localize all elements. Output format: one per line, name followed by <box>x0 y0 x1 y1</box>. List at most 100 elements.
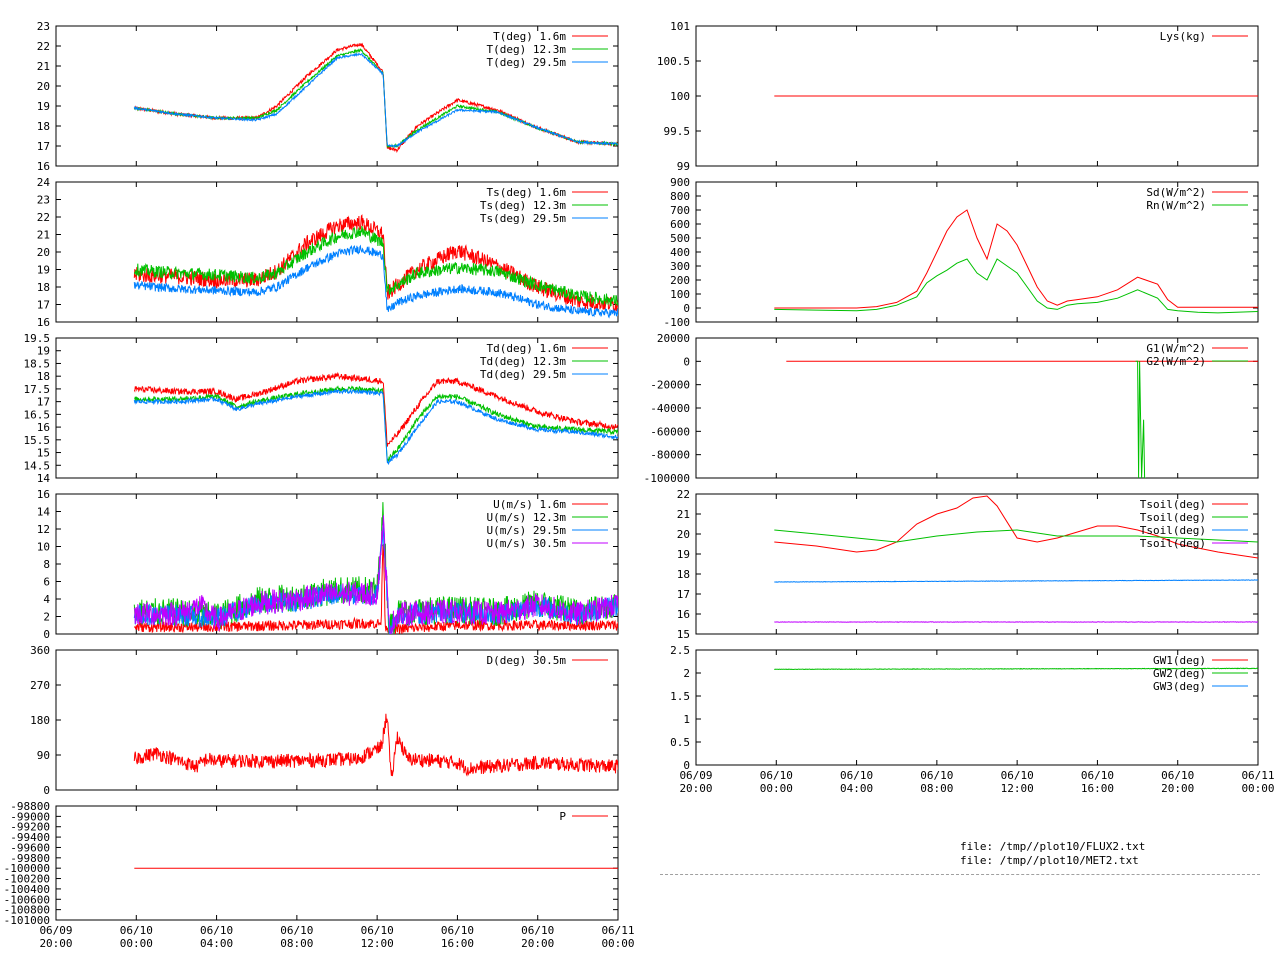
series-line <box>133 385 618 463</box>
legend-label: Td(deg) 29.5m <box>480 368 566 381</box>
series-line <box>133 214 618 313</box>
legend-label: Ts(deg) 1.6m <box>487 186 567 199</box>
y-tick-label: -80000 <box>650 449 690 462</box>
y-tick-label: 22 <box>677 488 690 501</box>
y-tick-label: 16 <box>37 488 50 501</box>
x-tick-label: 06/11 <box>1241 769 1274 782</box>
y-tick-label: -60000 <box>650 425 690 438</box>
y-tick-label: 19 <box>677 548 690 561</box>
y-tick-label: 22 <box>37 211 50 224</box>
y-tick-label: 16.5 <box>24 408 51 421</box>
legend-label: D(deg) 30.5m <box>487 654 567 667</box>
x-tick-label: 00:00 <box>760 782 793 795</box>
legend-label: Tsoil(deg) <box>1140 524 1206 537</box>
y-tick-label: -98800 <box>10 800 50 813</box>
y-tick-label: 23 <box>37 194 50 207</box>
x-tick-label: 06/09 <box>39 924 72 937</box>
y-tick-label: -101000 <box>4 914 50 927</box>
y-tick-label: 18 <box>677 568 690 581</box>
legend-label: Td(deg) 12.3m <box>480 355 566 368</box>
y-tick-label: 1 <box>683 713 690 726</box>
y-tick-label: 19 <box>37 345 50 358</box>
file-line-met: file: /tmp//plot10/MET2.txt <box>960 854 1139 867</box>
separator-line <box>660 874 1260 875</box>
y-tick-label: 18 <box>37 281 50 294</box>
y-tick-label: 17.5 <box>24 383 51 396</box>
y-tick-label: -100000 <box>4 862 50 875</box>
x-tick-label: 06/10 <box>840 769 873 782</box>
y-tick-label: 180 <box>30 714 50 727</box>
y-tick-label: 0 <box>43 628 50 641</box>
y-tick-label: -99800 <box>10 852 50 865</box>
x-tick-label: 00:00 <box>601 937 634 950</box>
y-tick-label: 2 <box>43 611 50 624</box>
y-tick-label: 14 <box>37 472 51 485</box>
y-tick-label: 19 <box>37 264 50 277</box>
y-tick-label: 16 <box>37 421 50 434</box>
x-tick-label: 20:00 <box>39 937 72 950</box>
file-info: file: /tmp//plot10/FLUX2.txt file: /tmp/… <box>960 840 1145 868</box>
legend-label: P <box>559 810 566 823</box>
legend-label: G1(W/m^2) <box>1146 342 1206 355</box>
y-tick-label: -99400 <box>10 831 50 844</box>
panel-temperature: 16 17 18 19 20 21 22 23 T(deg) 1.6mT(deg) 12.3mT… <box>37 20 619 173</box>
y-tick-label: 20 <box>37 246 50 259</box>
x-tick-label: 00:00 <box>120 937 153 950</box>
y-tick-label: 17 <box>677 588 690 601</box>
series-line <box>133 544 618 634</box>
y-tick-label: 12 <box>37 523 50 536</box>
series-line <box>774 579 1258 583</box>
y-tick-label: 23 <box>37 20 50 33</box>
y-tick-label: -99600 <box>10 841 50 854</box>
x-tick-label: 06/10 <box>441 924 474 937</box>
y-tick-label: 18 <box>37 370 50 383</box>
x-tick-label: 16:00 <box>441 937 474 950</box>
y-tick-label: -20000 <box>650 379 690 392</box>
legend-label: Tsoil(deg) <box>1140 537 1206 550</box>
panel-soil_temperature: 1516171819202122Tsoil(deg)Tsoil(deg)Tsoi… <box>677 488 1259 641</box>
y-tick-label: 600 <box>670 218 690 231</box>
y-tick-label: 200 <box>670 274 690 287</box>
legend-label: G2(W/m^2) <box>1146 355 1206 368</box>
x-tick-label: 06/10 <box>200 924 233 937</box>
y-tick-label: 21 <box>37 229 50 242</box>
file-line-flux: file: /tmp//plot10/FLUX2.txt <box>960 840 1146 853</box>
x-tick-label: 08:00 <box>920 782 953 795</box>
y-tick-label: 360 <box>30 644 50 657</box>
y-tick-label: 400 <box>670 246 690 259</box>
x-tick-label: 04:00 <box>200 937 233 950</box>
y-tick-label: 16 <box>677 608 690 621</box>
legend-label: Ts(deg) 12.3m <box>480 199 566 212</box>
y-tick-label: 700 <box>670 204 690 217</box>
x-tick-label: 06/10 <box>760 769 793 782</box>
y-tick-label: 100 <box>670 288 690 301</box>
y-tick-label: 0 <box>43 784 50 797</box>
legend-label: U(m/s) 30.5m <box>487 537 567 550</box>
legend-label: GW2(deg) <box>1153 667 1206 680</box>
y-tick-label: 17 <box>37 299 50 312</box>
panel-ground_water: 00.511.522.506/0920:0006/1000:0006/1004:… <box>670 644 1274 795</box>
y-tick-label: 16 <box>37 160 50 173</box>
y-tick-label: 17 <box>37 140 50 153</box>
y-tick-label: 6 <box>43 576 50 589</box>
panel-ground_heat_flux: -100000 -80000 -60000 -40000 -20000 0 20000 G1(… <box>644 332 1259 485</box>
y-tick-label: 18.5 <box>24 357 51 370</box>
y-tick-label: 22 <box>37 40 50 53</box>
y-tick-label: 4 <box>43 593 50 606</box>
x-tick-label: 20:00 <box>679 782 712 795</box>
panel-pressure: -101000-100800-100600-100400-100200-1000… <box>4 800 635 950</box>
y-tick-label: -100200 <box>4 873 50 886</box>
y-tick-label: 1.5 <box>670 690 690 703</box>
y-tick-label: 100.5 <box>657 55 690 68</box>
x-tick-label: 06/10 <box>120 924 153 937</box>
y-tick-label: 20 <box>37 80 50 93</box>
y-tick-label: 90 <box>37 749 50 762</box>
series-line <box>133 515 618 634</box>
legend-label: Rn(W/m^2) <box>1146 199 1206 212</box>
legend-label: Tsoil(deg) <box>1140 498 1206 511</box>
y-tick-label: 270 <box>30 679 50 692</box>
series-line <box>133 713 618 777</box>
legend-label: Td(deg) 1.6m <box>487 342 567 355</box>
x-tick-label: 12:00 <box>1001 782 1034 795</box>
